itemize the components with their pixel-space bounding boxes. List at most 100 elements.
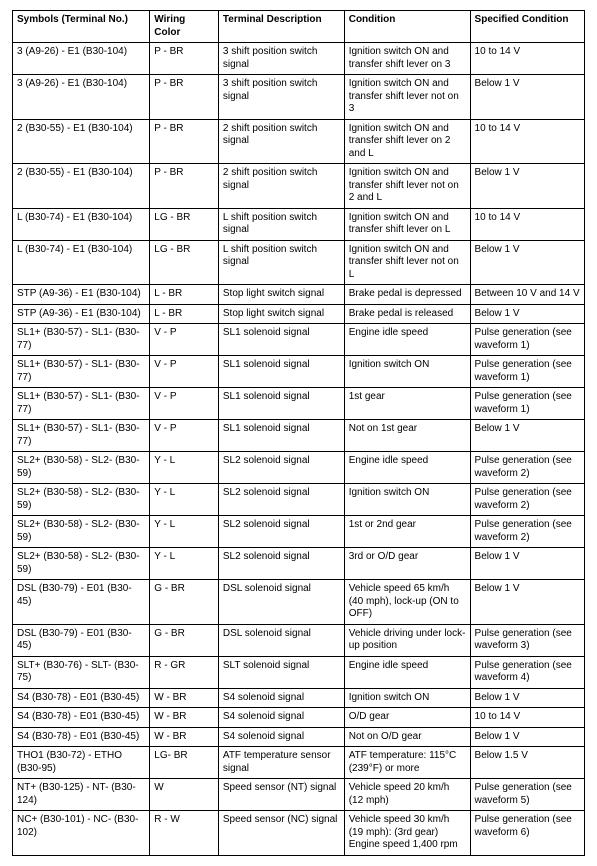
table-cell: Below 1 V [470, 548, 584, 580]
table-cell: DSL solenoid signal [218, 624, 344, 656]
table-cell: Below 1 V [470, 304, 584, 324]
table-cell: SL2 solenoid signal [218, 452, 344, 484]
table-cell: Engine idle speed [344, 656, 470, 688]
table-cell: SL2+ (B30-58) - SL2- (B30-59) [13, 516, 150, 548]
table-cell: Below 1 V [470, 75, 584, 120]
table-cell: Below 1 V [470, 727, 584, 747]
table-cell: STP (A9-36) - E1 (B30-104) [13, 285, 150, 305]
table-cell: Speed sensor (NT) signal [218, 779, 344, 811]
table-cell: 10 to 14 V [470, 208, 584, 240]
table-cell: Engine idle speed [344, 452, 470, 484]
table-cell: L shift position switch signal [218, 240, 344, 285]
table-cell: Vehicle speed 65 km/h (40 mph), lock-up … [344, 580, 470, 625]
table-cell: W [150, 779, 219, 811]
table-row: THO1 (B30-72) - ETHO (B30-95)LG- BRATF t… [13, 747, 585, 779]
table-cell: Ignition switch ON [344, 484, 470, 516]
table-cell: Between 10 V and 14 V [470, 285, 584, 305]
table-cell: Ignition switch ON and transfer shift le… [344, 240, 470, 285]
table-cell: SL2+ (B30-58) - SL2- (B30-59) [13, 484, 150, 516]
table-row: S4 (B30-78) - E01 (B30-45)W - BRS4 solen… [13, 727, 585, 747]
table-cell: L (B30-74) - E1 (B30-104) [13, 240, 150, 285]
table-cell: SL1 solenoid signal [218, 324, 344, 356]
table-cell: SL2 solenoid signal [218, 484, 344, 516]
table-row: 2 (B30-55) - E1 (B30-104)P - BR2 shift p… [13, 119, 585, 164]
table-cell: V - P [150, 324, 219, 356]
terminal-table: Symbols (Terminal No.) Wiring Color Term… [12, 10, 585, 856]
table-cell: V - P [150, 420, 219, 452]
table-row: 3 (A9-26) - E1 (B30-104)P - BR3 shift po… [13, 43, 585, 75]
table-cell: Pulse generation (see waveform 2) [470, 484, 584, 516]
table-cell: W - BR [150, 688, 219, 708]
table-cell: Engine idle speed [344, 324, 470, 356]
table-cell: S4 solenoid signal [218, 708, 344, 728]
table-cell: 10 to 14 V [470, 708, 584, 728]
table-cell: G - BR [150, 624, 219, 656]
table-cell: Y - L [150, 548, 219, 580]
table-cell: P - BR [150, 119, 219, 164]
table-cell: W - BR [150, 708, 219, 728]
table-row: S4 (B30-78) - E01 (B30-45)W - BRS4 solen… [13, 688, 585, 708]
table-row: 3 (A9-26) - E1 (B30-104)P - BR3 shift po… [13, 75, 585, 120]
table-cell: Ignition switch ON and transfer shift le… [344, 43, 470, 75]
table-cell: S4 (B30-78) - E01 (B30-45) [13, 688, 150, 708]
table-cell: SL1+ (B30-57) - SL1- (B30-77) [13, 324, 150, 356]
table-cell: Pulse generation (see waveform 5) [470, 779, 584, 811]
col-header-symbols: Symbols (Terminal No.) [13, 11, 150, 43]
table-cell: Speed sensor (NC) signal [218, 811, 344, 856]
table-cell: Below 1.5 V [470, 747, 584, 779]
table-cell: Pulse generation (see waveform 1) [470, 324, 584, 356]
table-cell: Vehicle speed 30 km/h (19 mph): (3rd gea… [344, 811, 470, 856]
table-cell: Stop light switch signal [218, 304, 344, 324]
table-cell: O/D gear [344, 708, 470, 728]
table-cell: P - BR [150, 75, 219, 120]
table-cell: SL1+ (B30-57) - SL1- (B30-77) [13, 420, 150, 452]
table-cell: S4 solenoid signal [218, 688, 344, 708]
table-row: SL2+ (B30-58) - SL2- (B30-59)Y - LSL2 so… [13, 452, 585, 484]
table-cell: S4 solenoid signal [218, 727, 344, 747]
table-cell: THO1 (B30-72) - ETHO (B30-95) [13, 747, 150, 779]
table-body: 3 (A9-26) - E1 (B30-104)P - BR3 shift po… [13, 43, 585, 856]
table-cell: SL2+ (B30-58) - SL2- (B30-59) [13, 452, 150, 484]
table-cell: ATF temperature sensor signal [218, 747, 344, 779]
table-cell: 3 (A9-26) - E1 (B30-104) [13, 75, 150, 120]
table-row: L (B30-74) - E1 (B30-104)LG - BRL shift … [13, 240, 585, 285]
table-cell: Below 1 V [470, 688, 584, 708]
table-cell: Ignition switch ON and transfer shift le… [344, 119, 470, 164]
table-cell: Pulse generation (see waveform 1) [470, 356, 584, 388]
table-cell: Below 1 V [470, 164, 584, 209]
table-cell: Ignition switch ON and transfer shift le… [344, 164, 470, 209]
table-cell: Pulse generation (see waveform 6) [470, 811, 584, 856]
table-cell: STP (A9-36) - E1 (B30-104) [13, 304, 150, 324]
table-row: SL1+ (B30-57) - SL1- (B30-77)V - PSL1 so… [13, 324, 585, 356]
table-cell: Ignition switch ON and transfer shift le… [344, 75, 470, 120]
table-cell: L (B30-74) - E1 (B30-104) [13, 208, 150, 240]
table-cell: R - W [150, 811, 219, 856]
table-cell: Y - L [150, 484, 219, 516]
table-cell: 2 shift position switch signal [218, 164, 344, 209]
table-row: SL2+ (B30-58) - SL2- (B30-59)Y - LSL2 so… [13, 548, 585, 580]
table-cell: Below 1 V [470, 420, 584, 452]
table-cell: SL1+ (B30-57) - SL1- (B30-77) [13, 356, 150, 388]
table-cell: SL2 solenoid signal [218, 548, 344, 580]
table-row: S4 (B30-78) - E01 (B30-45)W - BRS4 solen… [13, 708, 585, 728]
table-cell: 3 shift position switch signal [218, 75, 344, 120]
table-cell: Pulse generation (see waveform 1) [470, 388, 584, 420]
table-row: SL2+ (B30-58) - SL2- (B30-59)Y - LSL2 so… [13, 516, 585, 548]
table-cell: 10 to 14 V [470, 43, 584, 75]
table-cell: Pulse generation (see waveform 3) [470, 624, 584, 656]
table-row: 2 (B30-55) - E1 (B30-104)P - BR2 shift p… [13, 164, 585, 209]
table-cell: ATF temperature: 115°C (239°F) or more [344, 747, 470, 779]
table-cell: SL1+ (B30-57) - SL1- (B30-77) [13, 388, 150, 420]
table-row: DSL (B30-79) - E01 (B30-45)G - BRDSL sol… [13, 624, 585, 656]
table-cell: R - GR [150, 656, 219, 688]
table-cell: 10 to 14 V [470, 119, 584, 164]
table-cell: Below 1 V [470, 240, 584, 285]
table-cell: W - BR [150, 727, 219, 747]
table-cell: G - BR [150, 580, 219, 625]
table-cell: DSL (B30-79) - E01 (B30-45) [13, 624, 150, 656]
table-cell: Stop light switch signal [218, 285, 344, 305]
col-header-wiring: Wiring Color [150, 11, 219, 43]
table-cell: P - BR [150, 164, 219, 209]
table-cell: Vehicle speed 20 km/h (12 mph) [344, 779, 470, 811]
table-cell: V - P [150, 388, 219, 420]
